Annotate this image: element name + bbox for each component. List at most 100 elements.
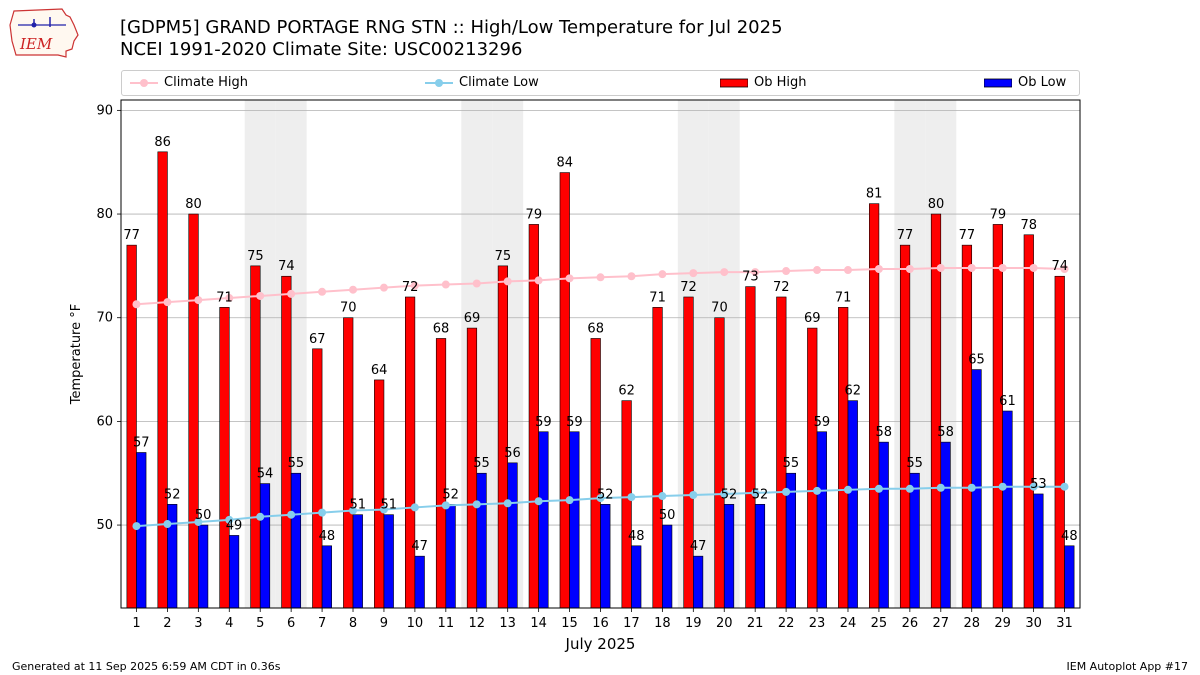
bar-ob-low (383, 514, 394, 609)
ob-low-value-label: 55 (473, 456, 490, 471)
ob-high-value-label: 79 (526, 207, 543, 222)
ob-high-value-label: 71 (216, 290, 233, 305)
bar-ob-high (126, 244, 137, 609)
bar-ob-high (250, 265, 261, 609)
x-tick-label: 20 (716, 616, 733, 631)
climate-low-point (194, 517, 203, 526)
climate-low-point (441, 501, 450, 510)
climate-low-point (813, 486, 822, 495)
climate-low-point (751, 488, 760, 497)
ob-high-value-label: 77 (959, 228, 976, 243)
climate-high-point (318, 287, 327, 296)
x-tick-label: 15 (561, 616, 578, 631)
ob-high-value-label: 77 (897, 228, 914, 243)
bar-ob-high (869, 203, 880, 609)
x-tick-label: 28 (963, 616, 980, 631)
ob-high-value-label: 75 (247, 249, 264, 264)
bar-ob-low (414, 555, 425, 609)
climate-high-point (163, 298, 172, 307)
climate-low-point (472, 500, 481, 509)
climate-high-point (256, 291, 265, 300)
ob-low-value-label: 48 (319, 529, 336, 544)
bar-ob-high (745, 286, 756, 609)
x-tick-label: 21 (747, 616, 764, 631)
bar-ob-high (157, 151, 168, 609)
climate-high-point (905, 264, 914, 273)
bar-ob-low (167, 504, 178, 609)
ob-low-value-label: 47 (411, 539, 428, 554)
ob-low-value-label: 49 (226, 518, 243, 533)
bar-ob-low (569, 431, 580, 609)
x-axis-label: July 2025 (565, 635, 636, 653)
climate-high-point (379, 283, 388, 292)
legend-ob-high-label: Ob High (754, 75, 807, 90)
x-tick-label: 11 (438, 616, 455, 631)
x-tick-label: 4 (225, 616, 233, 631)
ob-low-value-label: 59 (535, 415, 552, 430)
y-tick-label: 60 (96, 414, 113, 429)
ob-high-value-label: 72 (402, 280, 419, 295)
climate-low-point (225, 515, 234, 524)
ob-low-value-label: 59 (814, 415, 831, 430)
bar-ob-high (188, 213, 199, 609)
bar-ob-low (476, 472, 487, 609)
bar-ob-high (590, 338, 601, 609)
ob-high-value-label: 67 (309, 332, 326, 347)
climate-high-point (936, 263, 945, 272)
climate-low-point (596, 494, 605, 503)
ob-low-value-label: 53 (1030, 477, 1047, 492)
y-tick-label: 70 (96, 311, 113, 326)
bar-ob-high (776, 296, 787, 609)
climate-high-point (565, 274, 574, 283)
bar-ob-high (374, 379, 385, 609)
bar-ob-low (847, 400, 858, 609)
legend-climate-low-swatch (425, 78, 453, 87)
x-tick-label: 7 (318, 616, 326, 631)
bar-ob-low (754, 504, 766, 609)
x-tick-label: 27 (933, 616, 950, 631)
climate-high-point (132, 300, 141, 309)
climate-high-point (998, 263, 1007, 272)
bar-ob-low (1064, 545, 1075, 609)
bar-ob-high (621, 400, 632, 609)
x-tick-label: 9 (380, 616, 388, 631)
ob-low-value-label: 52 (721, 487, 738, 502)
bar-ob-high (435, 338, 447, 609)
chart-subtitle: NCEI 1991-2020 Climate Site: USC00213296 (120, 39, 523, 60)
x-tick-label: 5 (256, 616, 264, 631)
bar-ob-low (290, 472, 302, 609)
climate-high-point (874, 264, 883, 273)
chart-legend: Climate High Climate Low Ob High Ob Low (121, 70, 1080, 96)
x-tick-label: 30 (1025, 616, 1042, 631)
ob-high-value-label: 62 (618, 384, 635, 399)
bar-ob-high (219, 307, 230, 609)
bar-ob-low (940, 441, 951, 609)
ob-high-value-label: 70 (711, 301, 728, 316)
climate-high-point (472, 279, 481, 288)
bar-ob-low (816, 431, 827, 609)
climate-high-point (534, 276, 543, 285)
legend-ob-high: Ob High (719, 75, 807, 90)
bar-ob-high (281, 275, 292, 609)
bar-ob-low (228, 535, 240, 609)
climate-high-point (782, 267, 791, 276)
bar-ob-low (507, 462, 518, 609)
ob-low-value-label: 48 (628, 529, 645, 544)
x-tick-label: 25 (871, 616, 888, 631)
y-tick-label: 50 (96, 518, 113, 533)
bar-ob-low (1002, 410, 1013, 609)
ob-low-value-label: 52 (597, 487, 614, 502)
x-tick-label: 12 (468, 616, 485, 631)
bar-ob-low (631, 545, 642, 609)
legend-climate-high-label: Climate High (164, 75, 249, 90)
x-tick-label: 24 (840, 616, 857, 631)
ob-high-value-label: 71 (835, 290, 852, 305)
bar-ob-high (807, 327, 818, 609)
climate-high-point (194, 296, 203, 305)
ob-low-value-label: 48 (1061, 529, 1078, 544)
climate-low-point (967, 483, 976, 492)
ob-low-value-label: 65 (968, 353, 985, 368)
ob-low-value-label: 58 (875, 425, 892, 440)
bar-ob-high (992, 224, 1003, 609)
ob-low-value-label: 55 (288, 456, 305, 471)
